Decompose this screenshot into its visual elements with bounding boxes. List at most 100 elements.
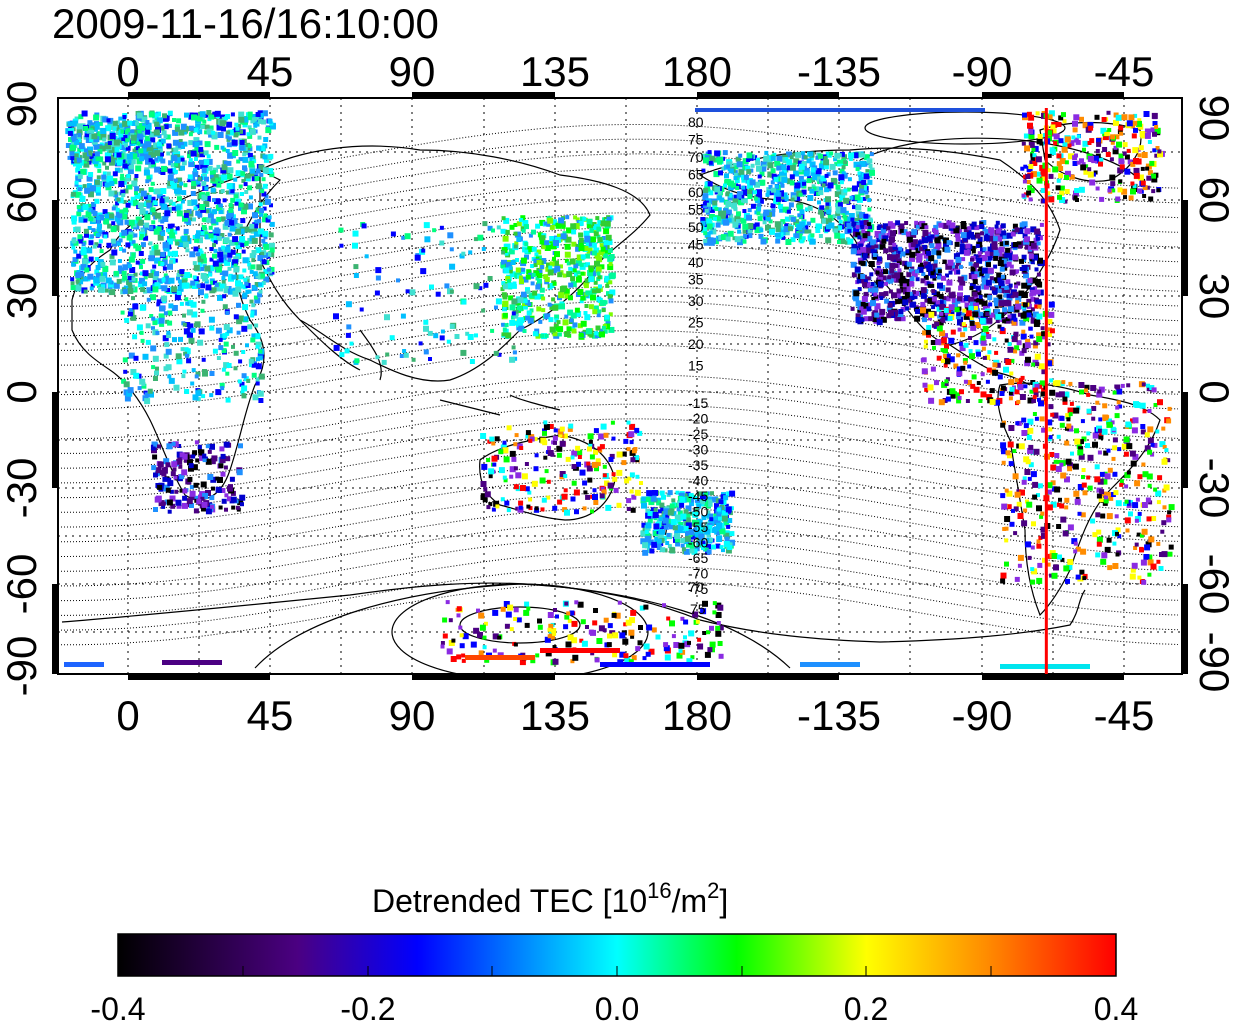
tec-point [812, 186, 817, 191]
tec-point [803, 224, 809, 230]
tec-point [1023, 272, 1029, 279]
tec-point [178, 464, 183, 469]
tec-point [86, 175, 93, 182]
tec-point [578, 332, 583, 337]
tec-point [567, 309, 574, 316]
tec-point [525, 315, 531, 321]
tec-point [1001, 284, 1006, 289]
tec-point [1002, 233, 1009, 240]
tec-point [206, 158, 213, 165]
tec-point [90, 283, 95, 288]
tec-point [569, 318, 574, 323]
tec-point [109, 259, 116, 266]
tec-point [551, 297, 556, 302]
tec-point [405, 289, 410, 294]
tec-point [155, 467, 162, 474]
tec-point [758, 198, 764, 204]
tec-point [258, 398, 264, 403]
tec-point [518, 321, 523, 326]
tec-point [131, 252, 136, 257]
tec-point [155, 366, 159, 371]
tec-point [113, 190, 118, 195]
tec-point [1147, 572, 1152, 577]
tec-point [522, 304, 528, 310]
tec-point [1056, 502, 1061, 507]
tec-point [473, 237, 478, 242]
tec-point [135, 165, 142, 172]
tec-point [243, 277, 248, 282]
tec-point [588, 268, 593, 273]
tec-point [846, 222, 852, 228]
tec-point [234, 201, 239, 206]
tec-point [984, 315, 988, 320]
tec-point [520, 294, 527, 301]
tec-point [483, 282, 489, 288]
tec-point [872, 287, 879, 294]
tec-point [218, 463, 224, 469]
tec-point [878, 313, 885, 320]
tec-point [717, 156, 724, 163]
tec-point [912, 239, 918, 245]
tec-point [1030, 296, 1036, 302]
tec-point [803, 155, 808, 160]
tec-point [119, 209, 125, 215]
tec-point [557, 332, 562, 337]
tec-point [504, 500, 510, 506]
tec-point [858, 230, 865, 237]
tec-point [127, 184, 133, 190]
tec-point [138, 251, 144, 256]
top-lon-label: -45 [1094, 48, 1155, 95]
top-lon-label: 45 [247, 48, 294, 95]
tec-point [789, 180, 795, 186]
tec-point [542, 430, 547, 436]
tec-point [626, 498, 632, 504]
tec-point [1021, 254, 1027, 260]
tec-point [240, 390, 245, 395]
tec-point [423, 325, 429, 332]
tec-point [361, 223, 367, 229]
tec-point [916, 256, 923, 263]
tec-point [923, 274, 929, 280]
tec-point [148, 187, 154, 193]
tec-point [957, 395, 962, 400]
tec-point [76, 205, 81, 209]
tec-point [123, 188, 129, 194]
tec-point [152, 200, 158, 206]
tec-point [716, 513, 722, 519]
tec-point [608, 280, 613, 285]
tec-point [145, 194, 152, 201]
tec-point [176, 503, 182, 509]
tec-point [254, 282, 260, 287]
tec-point [1021, 264, 1028, 271]
tec-point [861, 296, 868, 302]
tec-point [1019, 222, 1025, 228]
right-lat-label: -60 [1191, 554, 1238, 615]
tec-point [559, 426, 565, 432]
contour-line [58, 521, 1179, 587]
tec-point [142, 353, 149, 360]
tec-point [183, 328, 190, 335]
tec-point [647, 539, 654, 546]
tec-point [732, 236, 737, 241]
tec-point [881, 275, 887, 281]
tec-point [224, 507, 228, 512]
contour-line [58, 565, 1179, 631]
tec-point [223, 237, 230, 244]
tec-point [198, 328, 205, 335]
tec-point [189, 485, 194, 490]
tec-point [889, 236, 895, 243]
tec-point [701, 515, 707, 521]
tec-point [215, 228, 221, 234]
tec-point [524, 254, 529, 260]
tec-point [249, 157, 255, 162]
tec-point [908, 268, 914, 274]
tec-point [830, 177, 837, 184]
tec-point [83, 135, 88, 140]
tec-point [884, 281, 888, 286]
tec-point [1019, 258, 1024, 264]
tec-point [993, 277, 998, 282]
tec-point [1006, 261, 1012, 267]
tec-point [674, 528, 680, 534]
tec-point [839, 151, 845, 157]
tec-point [798, 163, 805, 170]
